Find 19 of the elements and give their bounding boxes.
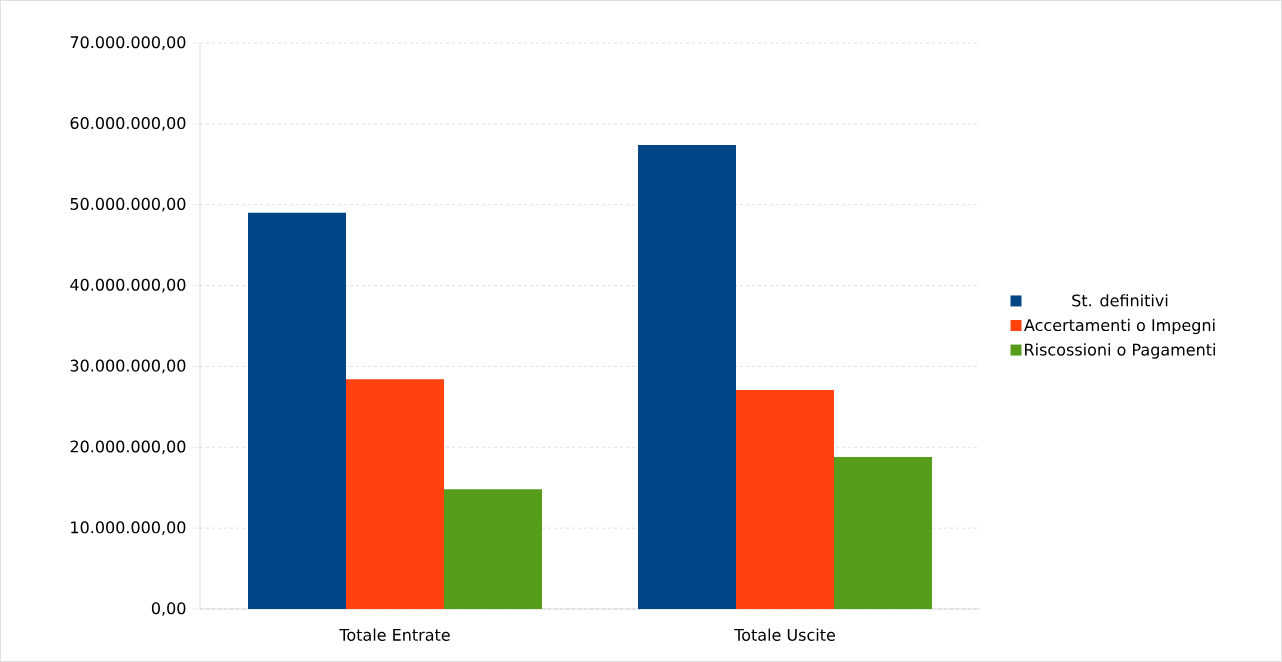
y-tick-label: 20.000.000,00 [70, 440, 186, 455]
bar [834, 456, 933, 609]
y-tick-label: 70.000.000,00 [70, 36, 186, 50]
legend-label: Accertamenti o Impegni [1024, 318, 1215, 335]
x-tick-label: Totale Entrate [339, 628, 450, 641]
bar [248, 212, 347, 609]
y-tick-label: 60.000.000,00 [70, 116, 186, 131]
bar [736, 389, 835, 609]
y-tick-label: 0,00 [151, 602, 186, 616]
bar [638, 144, 737, 609]
bar [444, 489, 543, 609]
x-tick-label: Totale Uscite [734, 628, 835, 641]
legend-label: Riscossioni o Pagamenti [1025, 343, 1215, 359]
y-tick-label: 40.000.000,00 [70, 278, 186, 293]
y-tick-label: 50.000.000,00 [70, 197, 186, 212]
y-tick-label: 10.000.000,00 [71, 521, 186, 536]
y-tick-label: 30.000.000,00 [70, 359, 186, 374]
text: St. definitivi [1072, 294, 1168, 307]
bar [346, 379, 444, 609]
